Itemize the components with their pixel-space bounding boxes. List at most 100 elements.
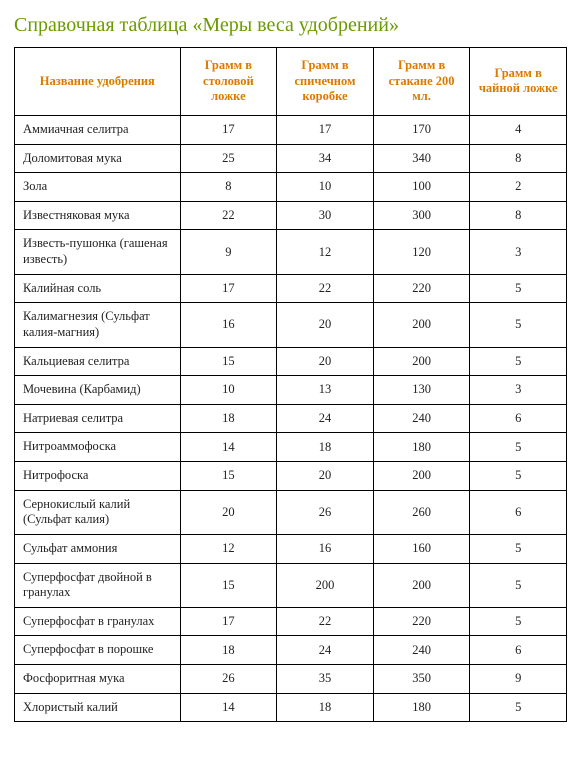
value-cell: 9: [470, 665, 567, 694]
table-row: Суперфосфат в порошке18242406: [15, 636, 567, 665]
value-cell: 6: [470, 404, 567, 433]
table-row: Калийная соль17222205: [15, 274, 567, 303]
value-cell: 100: [373, 173, 470, 202]
value-cell: 20: [277, 462, 374, 491]
value-cell: 350: [373, 665, 470, 694]
value-cell: 220: [373, 607, 470, 636]
value-cell: 18: [180, 636, 277, 665]
fertilizer-name: Калимагнезия (Сульфат калия-магния): [15, 303, 181, 347]
value-cell: 180: [373, 433, 470, 462]
value-cell: 200: [373, 303, 470, 347]
value-cell: 10: [180, 376, 277, 405]
table-row: Калимагнезия (Сульфат калия-магния)16202…: [15, 303, 567, 347]
value-cell: 20: [180, 490, 277, 534]
table-row: Сульфат аммония12161605: [15, 534, 567, 563]
value-cell: 22: [277, 274, 374, 303]
value-cell: 15: [180, 462, 277, 491]
table-row: Аммиачная селитра17171704: [15, 115, 567, 144]
col-header-glass: Грамм в стакане 200 мл.: [373, 48, 470, 116]
fertilizer-name: Зола: [15, 173, 181, 202]
value-cell: 300: [373, 201, 470, 230]
value-cell: 17: [180, 274, 277, 303]
fertilizer-name: Известь-пушонка (гашеная известь): [15, 230, 181, 274]
fertilizer-weights-table: Название удобрения Грамм в столовой ложк…: [14, 47, 567, 722]
fertilizer-name: Сернокислый калий (Сульфат калия): [15, 490, 181, 534]
value-cell: 240: [373, 636, 470, 665]
page-title: Справочная таблица «Меры веса удобрений»: [14, 14, 567, 37]
fertilizer-name: Доломитовая мука: [15, 144, 181, 173]
value-cell: 200: [277, 563, 374, 607]
value-cell: 16: [277, 534, 374, 563]
value-cell: 24: [277, 636, 374, 665]
fertilizer-name: Мочевина (Карбамид): [15, 376, 181, 405]
value-cell: 6: [470, 636, 567, 665]
table-row: Натриевая селитра18242406: [15, 404, 567, 433]
value-cell: 12: [277, 230, 374, 274]
value-cell: 6: [470, 490, 567, 534]
fertilizer-name: Известняковая мука: [15, 201, 181, 230]
value-cell: 2: [470, 173, 567, 202]
value-cell: 14: [180, 693, 277, 722]
value-cell: 180: [373, 693, 470, 722]
fertilizer-name: Хлористый калий: [15, 693, 181, 722]
value-cell: 240: [373, 404, 470, 433]
value-cell: 200: [373, 462, 470, 491]
table-row: Хлористый калий14181805: [15, 693, 567, 722]
value-cell: 260: [373, 490, 470, 534]
value-cell: 17: [277, 115, 374, 144]
table-row: Суперфосфат двойной в гранулах152002005: [15, 563, 567, 607]
value-cell: 17: [180, 607, 277, 636]
value-cell: 8: [470, 201, 567, 230]
value-cell: 130: [373, 376, 470, 405]
table-row: Кальциевая селитра15202005: [15, 347, 567, 376]
value-cell: 30: [277, 201, 374, 230]
value-cell: 5: [470, 433, 567, 462]
col-header-tsp: Грамм в чайной ложке: [470, 48, 567, 116]
fertilizer-name: Сульфат аммония: [15, 534, 181, 563]
value-cell: 170: [373, 115, 470, 144]
value-cell: 12: [180, 534, 277, 563]
table-row: Суперфосфат в гранулах17222205: [15, 607, 567, 636]
fertilizer-name: Суперфосфат в гранулах: [15, 607, 181, 636]
value-cell: 26: [277, 490, 374, 534]
value-cell: 3: [470, 230, 567, 274]
value-cell: 220: [373, 274, 470, 303]
value-cell: 20: [277, 303, 374, 347]
fertilizer-name: Фосфоритная мука: [15, 665, 181, 694]
value-cell: 200: [373, 563, 470, 607]
table-row: Нитрофоска15202005: [15, 462, 567, 491]
fertilizer-name: Суперфосфат в порошке: [15, 636, 181, 665]
table-row: Сернокислый калий (Сульфат калия)2026260…: [15, 490, 567, 534]
table-row: Доломитовая мука25343408: [15, 144, 567, 173]
value-cell: 5: [470, 274, 567, 303]
fertilizer-name: Кальциевая селитра: [15, 347, 181, 376]
fertilizer-name: Натриевая селитра: [15, 404, 181, 433]
value-cell: 15: [180, 563, 277, 607]
value-cell: 160: [373, 534, 470, 563]
value-cell: 8: [470, 144, 567, 173]
value-cell: 8: [180, 173, 277, 202]
value-cell: 24: [277, 404, 374, 433]
value-cell: 35: [277, 665, 374, 694]
value-cell: 5: [470, 534, 567, 563]
table-row: Зола8101002: [15, 173, 567, 202]
value-cell: 9: [180, 230, 277, 274]
value-cell: 18: [180, 404, 277, 433]
table-row: Фосфоритная мука26353509: [15, 665, 567, 694]
value-cell: 26: [180, 665, 277, 694]
value-cell: 20: [277, 347, 374, 376]
col-header-name: Название удобрения: [15, 48, 181, 116]
value-cell: 200: [373, 347, 470, 376]
table-row: Мочевина (Карбамид)10131303: [15, 376, 567, 405]
value-cell: 14: [180, 433, 277, 462]
table-body: Аммиачная селитра17171704Доломитовая мук…: [15, 115, 567, 721]
value-cell: 34: [277, 144, 374, 173]
value-cell: 120: [373, 230, 470, 274]
col-header-matchbox: Грамм в спичечном коробке: [277, 48, 374, 116]
fertilizer-name: Нитрофоска: [15, 462, 181, 491]
value-cell: 5: [470, 303, 567, 347]
value-cell: 10: [277, 173, 374, 202]
value-cell: 25: [180, 144, 277, 173]
value-cell: 17: [180, 115, 277, 144]
table-row: Известь-пушонка (гашеная известь)9121203: [15, 230, 567, 274]
